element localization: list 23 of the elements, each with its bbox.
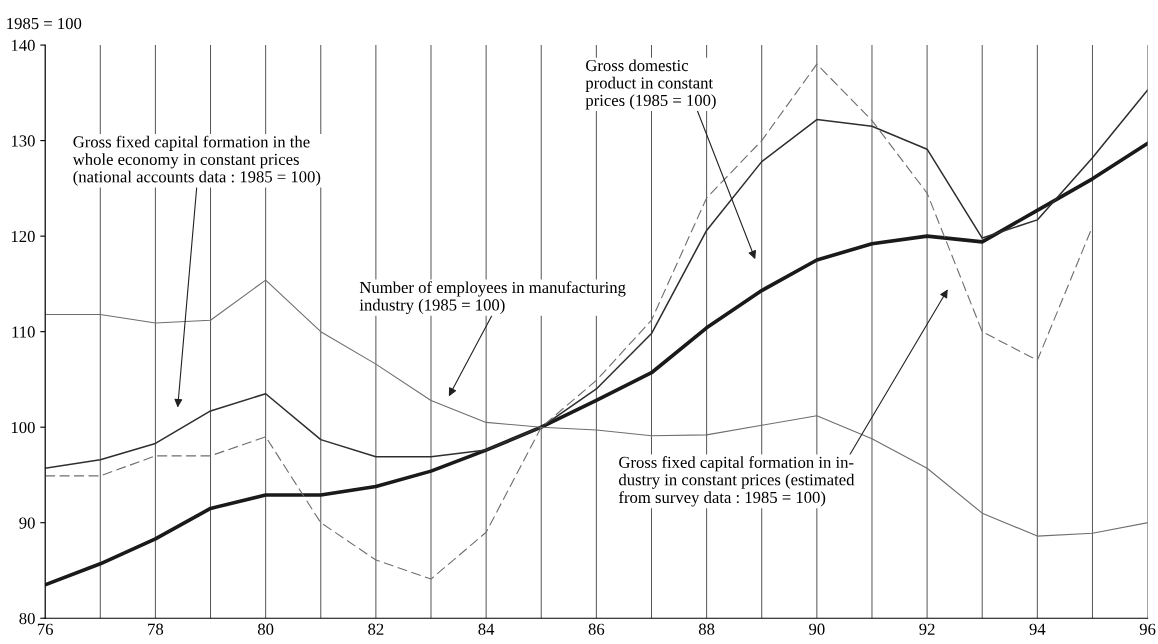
- x-tick-label: 90: [809, 623, 825, 635]
- annotation: Gross fixed capital formation in in- dustry in constant prices (estimated from survey data : 1985 = 100): [618, 456, 855, 507]
- x-tick-label: 84: [478, 623, 495, 635]
- x-tick-label: 76: [37, 623, 53, 635]
- y-tick-label: 120: [11, 230, 35, 243]
- y-tick-label: 100: [11, 421, 35, 434]
- x-tick-label: 80: [257, 623, 274, 635]
- y-tick-label: 130: [11, 135, 35, 147]
- annotation: Gross domestic product in constant prices (1985 = 100): [585, 59, 716, 110]
- x-tick-label: 94: [1029, 623, 1046, 635]
- y-tick-label: 140: [11, 39, 35, 52]
- y-axis-title: 1985 = 100: [7, 17, 82, 30]
- annotation: Number of employees in manufacturing industry (1985 = 100): [359, 281, 626, 315]
- x-tick-label: 96: [1139, 623, 1156, 635]
- x-tick-label: 92: [919, 623, 935, 635]
- annotation: Gross fixed capital formation in the whole economy in constant prices (national accounts data : 1985 = 100): [72, 135, 321, 186]
- y-tick-label: 110: [12, 326, 35, 338]
- x-tick-label: 88: [698, 623, 715, 635]
- x-tick-label: 82: [368, 623, 384, 635]
- x-tick-label: 86: [588, 623, 605, 635]
- x-tick-label: 78: [148, 623, 164, 635]
- y-tick-label: 80: [19, 612, 35, 625]
- y-tick-label: 90: [19, 517, 35, 529]
